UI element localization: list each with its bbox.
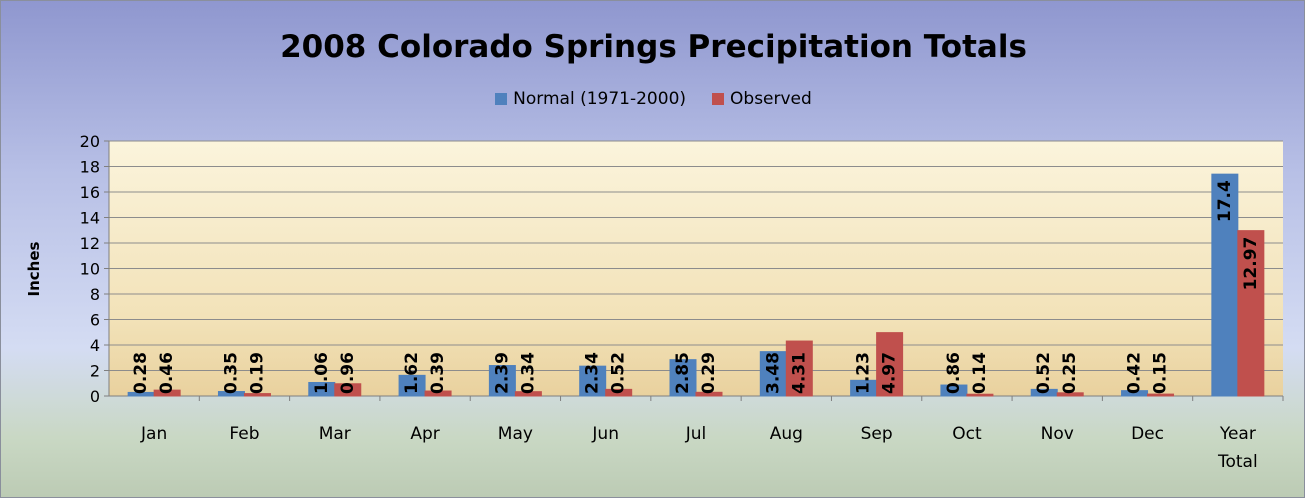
- x-tick-label: Jun: [591, 424, 619, 444]
- x-tick-label: Mar: [319, 424, 351, 444]
- y-tick-label: 12: [80, 234, 100, 253]
- data-label-normal: 0.35: [221, 352, 241, 394]
- data-label-normal: 17.4: [1215, 180, 1235, 222]
- chart-title: 2008 Colorado Springs Precipitation Tota…: [280, 29, 1027, 65]
- data-label-observed: 0.29: [699, 352, 719, 394]
- legend-item-normal: Normal (1971-2000): [495, 89, 686, 109]
- y-tick-label: 4: [90, 336, 100, 355]
- data-label-observed: 0.34: [518, 352, 538, 394]
- bar-observed: [605, 388, 633, 397]
- bar-normal: [1121, 390, 1149, 397]
- data-label-normal: 0.28: [131, 352, 151, 394]
- data-label-normal: 2.39: [492, 352, 512, 394]
- x-tick-label: Dec: [1131, 424, 1164, 444]
- bar-observed: [153, 389, 181, 397]
- x-tick-label: Jan: [140, 424, 167, 444]
- data-label-observed: 0.19: [247, 352, 267, 394]
- data-label-observed: 12.97: [1241, 237, 1261, 291]
- data-label-normal: 2.85: [673, 352, 693, 394]
- bar-normal: [669, 359, 697, 397]
- bar-observed: [966, 393, 994, 397]
- x-tick-label: Feb: [229, 424, 259, 444]
- bar-normal: [579, 365, 607, 397]
- y-tick-label: 20: [80, 132, 100, 151]
- y-tick-label: 18: [80, 158, 100, 177]
- y-tick-label: 16: [80, 183, 100, 202]
- data-label-observed: 0.39: [428, 352, 448, 394]
- x-tick-label: Nov: [1041, 424, 1074, 444]
- bar-observed: [334, 383, 362, 397]
- y-tick-label: 14: [80, 209, 100, 228]
- bar-observed: [1237, 230, 1265, 397]
- bar-observed: [1147, 393, 1175, 397]
- x-tick-label: Oct: [952, 424, 982, 444]
- data-label-observed: 0.15: [1151, 352, 1171, 394]
- bar-observed: [514, 391, 542, 397]
- bar-observed: [876, 332, 904, 397]
- legend-swatch-normal: [495, 93, 508, 105]
- y-tick-label: 10: [80, 260, 100, 279]
- legend-label-normal: Normal (1971-2000): [513, 89, 687, 109]
- x-tick-label: May: [498, 424, 533, 444]
- bar-normal: [759, 351, 787, 397]
- legend-label-observed: Observed: [730, 89, 812, 109]
- bar-observed: [424, 390, 452, 397]
- data-label-observed: 4.31: [789, 352, 809, 394]
- bar-observed: [243, 393, 271, 397]
- data-label-observed: 0.96: [338, 352, 358, 394]
- data-label-observed: 0.25: [1060, 352, 1080, 394]
- bar-normal: [940, 384, 968, 397]
- y-tick-label: 0: [90, 387, 100, 406]
- legend: Normal (1971-2000) Observed: [1, 89, 1305, 109]
- x-tick-label: Jul: [685, 424, 707, 444]
- data-label-normal: 2.34: [583, 352, 603, 394]
- data-label-observed: 0.14: [970, 352, 990, 394]
- data-label-normal: 3.48: [763, 352, 783, 394]
- data-label-observed: 4.97: [880, 352, 900, 394]
- data-label-normal: 0.52: [1034, 352, 1054, 394]
- data-label-normal: 0.42: [1125, 352, 1145, 394]
- bar-normal: [488, 365, 516, 397]
- data-label-normal: 1.06: [312, 352, 332, 394]
- x-tick-label: Year: [1219, 424, 1256, 444]
- data-label-observed: 0.46: [157, 352, 177, 394]
- legend-item-observed: Observed: [712, 89, 812, 109]
- bar-observed: [1056, 392, 1084, 397]
- y-tick-label: 8: [90, 285, 100, 304]
- x-tick-label: Total: [1217, 452, 1258, 472]
- bar-normal: [1211, 173, 1239, 397]
- x-tick-label: Apr: [410, 424, 439, 444]
- x-tick-label: Aug: [770, 424, 803, 444]
- bar-observed: [695, 391, 723, 397]
- data-label-normal: 1.23: [854, 352, 874, 394]
- x-tick-label: Sep: [861, 424, 893, 444]
- data-label-normal: 1.62: [402, 352, 422, 394]
- data-label-normal: 0.86: [944, 352, 964, 394]
- data-label-observed: 0.52: [609, 352, 629, 394]
- legend-swatch-observed: [712, 93, 725, 105]
- y-tick-label: 2: [90, 362, 100, 381]
- y-tick-label: 6: [90, 311, 100, 330]
- bar-observed: [785, 340, 813, 397]
- bar-normal: [398, 374, 426, 397]
